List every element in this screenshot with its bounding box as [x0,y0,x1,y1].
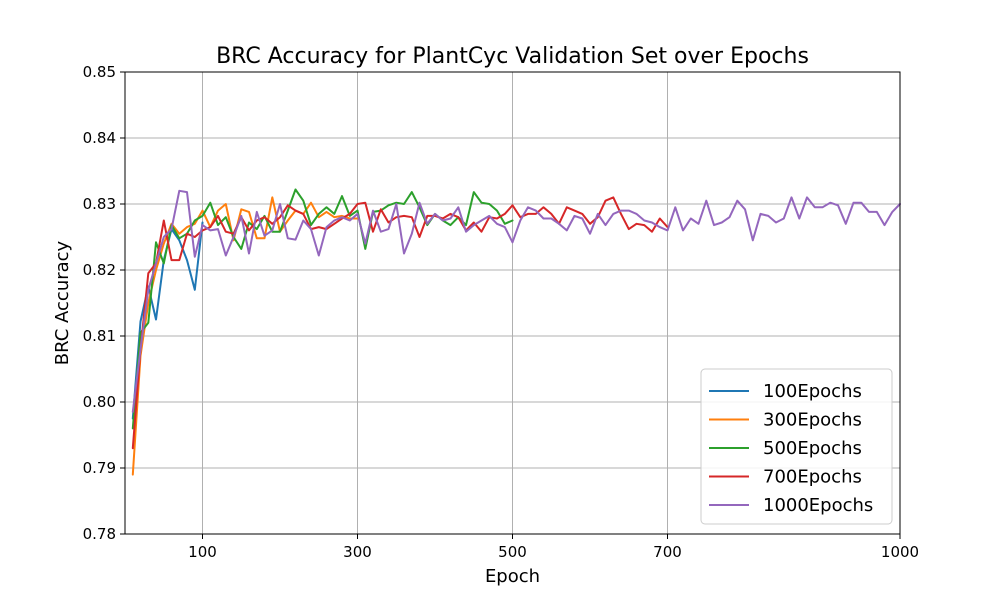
series-group [131,188,901,476]
y-tick-label: 0.82 [83,261,116,279]
legend-item: 700Epochs [709,467,862,488]
legend-item: 100Epochs [709,381,862,402]
y-tick-label: 0.80 [83,393,116,411]
legend-label: 300Epochs [763,410,862,431]
legend-label: 1000Epochs [763,495,873,516]
y-tick-label: 0.84 [83,129,116,147]
x-tick-label: 1000 [881,543,919,561]
chart-title: BRC Accuracy for PlantCyc Validation Set… [216,44,809,69]
y-tick-label: 0.81 [83,327,116,345]
x-axis: 100 300 500 700 1000 [188,534,919,561]
legend: 100Epochs 300Epochs 500Epochs 700Epochs 1000… [700,368,893,525]
y-axis-label: BRC Accuracy [52,240,73,365]
legend-label: 700Epochs [763,467,862,488]
y-axis: 0.78 0.79 0.80 0.81 0.82 0.83 0.84 0.85 [83,63,125,543]
legend-label: 500Epochs [763,438,862,459]
legend-item: 1000Epochs [709,495,873,516]
legend-label: 100Epochs [763,381,862,402]
series-line-700Epochs [131,196,669,450]
x-tick-label: 100 [188,543,217,561]
y-tick-label: 0.83 [83,195,116,213]
legend-item: 500Epochs [709,438,862,459]
y-tick-label: 0.85 [83,63,116,81]
x-axis-label: Epoch [485,566,540,587]
x-tick-label: 300 [343,543,372,561]
x-tick-label: 500 [498,543,527,561]
series-line-500Epochs [131,188,514,430]
x-tick-label: 700 [653,543,682,561]
series-line-1000Epochs [131,189,901,413]
legend-box [700,368,893,525]
y-tick-label: 0.79 [83,459,116,477]
y-tick-label: 0.78 [83,525,116,543]
legend-item: 300Epochs [709,410,862,431]
